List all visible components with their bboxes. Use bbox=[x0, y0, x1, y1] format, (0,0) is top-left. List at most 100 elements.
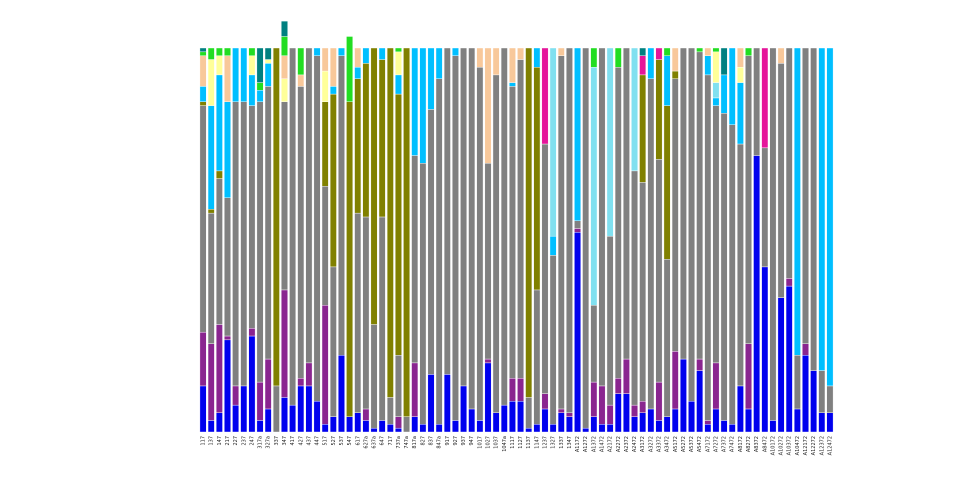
x-tick-label: 1147 bbox=[534, 436, 540, 449]
bar-segment-217-2 bbox=[224, 197, 231, 337]
x-tick-label: 527 bbox=[331, 436, 337, 446]
bar-segment-A5172-1 bbox=[671, 351, 679, 410]
x-tick-label: 937 bbox=[461, 436, 467, 446]
bar-segment-1037-0 bbox=[492, 412, 500, 433]
bar-segment-A12172-1 bbox=[802, 343, 809, 356]
bar-segment-A10372-0 bbox=[785, 285, 793, 433]
bar-segment-1147-0 bbox=[533, 424, 541, 433]
bar-segment-A8172-4 bbox=[737, 82, 744, 145]
bar-segment-A3272-0 bbox=[647, 408, 655, 433]
bar-segment-A12272-0 bbox=[810, 370, 818, 433]
bar-segment-A7372-10 bbox=[720, 47, 728, 76]
x-tick-label: A8372 bbox=[754, 436, 760, 452]
x-tick-label: 137 bbox=[209, 436, 215, 446]
x-tick-label: A7172 bbox=[705, 436, 711, 452]
bar-segment-A2472-5 bbox=[631, 47, 638, 172]
x-tick-label: A7272 bbox=[713, 436, 719, 452]
x-tick-label: 247 bbox=[249, 436, 255, 446]
x-tick-label: 637a bbox=[372, 436, 378, 449]
bar-segment-A7172-4 bbox=[704, 55, 712, 76]
bar-segment-817a-2 bbox=[411, 155, 419, 364]
bar-segment-A1372-0 bbox=[590, 416, 598, 433]
bar-segment-437-0 bbox=[305, 385, 313, 433]
bar-segment-517-0 bbox=[321, 424, 329, 433]
x-tick-label: A1272 bbox=[583, 436, 589, 452]
bar-segment-A2172-1 bbox=[606, 404, 614, 425]
bar-segment-A2272-9 bbox=[614, 47, 622, 68]
bar-segment-A12372-2 bbox=[818, 370, 826, 413]
bar-segment-217-9 bbox=[224, 47, 231, 56]
bar-segment-737a-6 bbox=[395, 51, 402, 76]
bar-segment-237-0 bbox=[240, 385, 248, 433]
bar-segment-847a-4 bbox=[435, 47, 443, 79]
x-tick-label: A2372 bbox=[624, 436, 630, 452]
x-tick-label: 337 bbox=[274, 436, 280, 446]
bar-segment-927-4 bbox=[452, 47, 459, 56]
x-tick-label: 917 bbox=[445, 436, 451, 446]
bar-segment-A8472-2 bbox=[761, 147, 769, 268]
bar-segment-A3372-2 bbox=[655, 159, 663, 383]
bar-segment-617-7 bbox=[354, 47, 362, 68]
bar-segment-A7272-0 bbox=[712, 408, 720, 433]
bar-segment-A12472-0 bbox=[826, 412, 834, 433]
bar-segment-137-6 bbox=[207, 59, 215, 106]
bar-segment-A10372-1 bbox=[785, 278, 793, 287]
bar-segment-317a-4 bbox=[256, 90, 264, 102]
bar-segment-A2172-5 bbox=[606, 47, 614, 237]
bar-segment-A3472-0 bbox=[663, 416, 671, 433]
bar-segment-A5272-0 bbox=[680, 358, 687, 433]
bar-segment-A8272-0 bbox=[745, 408, 752, 433]
x-tick-label: 717 bbox=[388, 436, 394, 446]
bar-segment-537-4 bbox=[338, 47, 345, 56]
bar-segment-A2372-2 bbox=[623, 47, 630, 360]
x-tick-label: 617 bbox=[355, 436, 361, 446]
x-tick-label: 1137 bbox=[526, 436, 532, 449]
bar-segment-527-3 bbox=[329, 93, 337, 268]
bar-segment-427-9 bbox=[297, 47, 305, 76]
bar-segment-1027-2 bbox=[484, 162, 492, 360]
bar-segment-A3172-1 bbox=[639, 401, 647, 413]
bar-segment-A7372-2 bbox=[720, 113, 728, 421]
bar-segment-A2172-2 bbox=[606, 235, 614, 406]
x-tick-labels: 117 137 147 217 227 237 247 317a 327a 337 347 417 42… bbox=[201, 436, 834, 455]
bar-segment-327a-2 bbox=[264, 86, 272, 360]
bar-segment-A3472-2 bbox=[663, 259, 671, 417]
bar-segment-A5472-0 bbox=[696, 370, 704, 433]
bar-segment-537-2 bbox=[338, 55, 345, 356]
bar-segment-A1172-4 bbox=[574, 47, 581, 222]
bar-segment-A5372-0 bbox=[688, 401, 695, 433]
bar-segment-A7372-0 bbox=[720, 420, 728, 433]
bar-segment-A3372-0 bbox=[655, 420, 663, 433]
bar-segment-A1272-2 bbox=[582, 47, 590, 429]
bar-segment-527-4 bbox=[329, 86, 337, 95]
bar-segment-A12472-4 bbox=[826, 47, 834, 387]
bar-segment-347-9 bbox=[281, 36, 288, 56]
bar-segment-A3472-3 bbox=[663, 105, 671, 260]
x-tick-label: A12472 bbox=[827, 436, 833, 455]
x-tick-label: 1237 bbox=[542, 436, 548, 449]
bar-segment-A8272-1 bbox=[745, 343, 752, 410]
x-tick-label: A1372 bbox=[591, 436, 597, 452]
bar-segment-117-2 bbox=[199, 105, 207, 333]
bar-segment-1147-4 bbox=[533, 47, 541, 68]
bar-segment-327a-0 bbox=[264, 408, 272, 433]
bar-segment-227-1 bbox=[232, 385, 240, 406]
bar-segment-427-2 bbox=[297, 86, 305, 379]
bar-segment-A3172-3 bbox=[639, 74, 647, 183]
x-tick-label: 217 bbox=[225, 436, 231, 446]
bar-segment-347-6 bbox=[281, 78, 288, 102]
bar-segment-147-0 bbox=[215, 412, 223, 433]
bar-segment-517-6 bbox=[321, 70, 329, 102]
bar-segment-847a-0 bbox=[435, 424, 443, 433]
bar-segment-A10272-7 bbox=[777, 47, 785, 64]
bar-segment-337-3 bbox=[272, 47, 280, 387]
bar-segment-1017-2 bbox=[476, 66, 484, 421]
bar-segment-A5272-2 bbox=[680, 47, 687, 360]
bar-segment-817a-4 bbox=[411, 47, 419, 156]
bar-segment-A3272-4 bbox=[647, 47, 655, 79]
bar-segment-947-2 bbox=[468, 47, 476, 410]
x-tick-label: 1327 bbox=[551, 436, 557, 449]
bar-segment-837-0 bbox=[427, 374, 435, 433]
bar-segment-117-10 bbox=[199, 47, 207, 53]
x-tick-label: 627a bbox=[363, 436, 369, 449]
